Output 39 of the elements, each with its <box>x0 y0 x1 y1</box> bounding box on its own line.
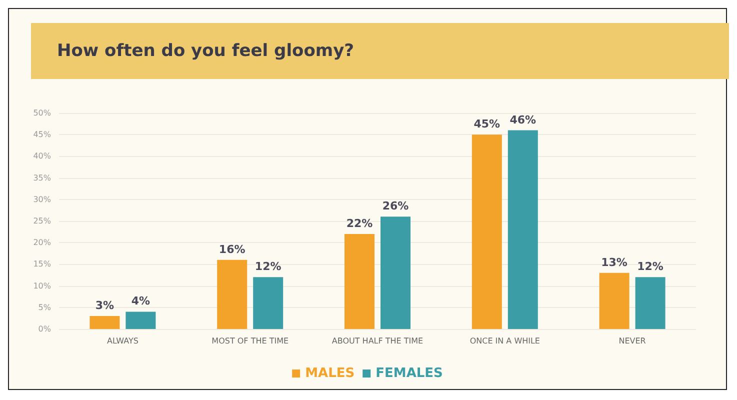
y-tick-label: 20% <box>33 238 52 248</box>
data-label: 12% <box>254 260 282 274</box>
data-label: 4% <box>131 294 150 308</box>
y-tick-label: 0% <box>38 324 52 334</box>
x-tick-label: ALWAYS <box>106 336 138 346</box>
y-tick-label: 45% <box>33 130 52 140</box>
y-tick-label: 30% <box>33 194 52 204</box>
data-label: 45% <box>474 118 500 131</box>
data-label: 12% <box>637 260 664 274</box>
legend-label: FEMALES <box>376 366 443 381</box>
y-tick-label: 5% <box>38 302 52 312</box>
bar <box>599 272 630 329</box>
data-label: 16% <box>218 242 246 256</box>
bar <box>472 134 502 329</box>
bar <box>380 216 410 329</box>
data-label: 46% <box>510 113 536 126</box>
bar <box>90 316 120 329</box>
bar <box>253 277 284 329</box>
bar <box>635 277 666 329</box>
data-label: 3% <box>95 299 114 312</box>
data-label: 13% <box>601 256 628 269</box>
y-tick-label: 50% <box>33 108 52 118</box>
legend-label: MALES <box>305 366 355 381</box>
chart-title: How often do you feel gloomy? <box>57 41 354 61</box>
y-tick-label: 40% <box>33 152 52 161</box>
y-tick-label: 10% <box>33 281 52 290</box>
bar <box>217 260 248 329</box>
x-tick-label: MOST OF THE TIME <box>212 336 289 346</box>
x-tick-label: ONCE IN A WHILE <box>470 336 540 346</box>
bar <box>126 312 156 329</box>
data-label: 26% <box>382 200 409 213</box>
bar <box>344 234 374 329</box>
y-tick-label: 25% <box>33 216 52 226</box>
y-tick-label: 35% <box>33 173 52 182</box>
y-tick-label: 15% <box>33 260 52 269</box>
x-tick-label: NEVER <box>618 336 646 346</box>
x-tick-label: ABOUT HALF THE TIME <box>332 336 424 346</box>
data-label: 22% <box>346 216 373 230</box>
bar <box>508 130 538 329</box>
